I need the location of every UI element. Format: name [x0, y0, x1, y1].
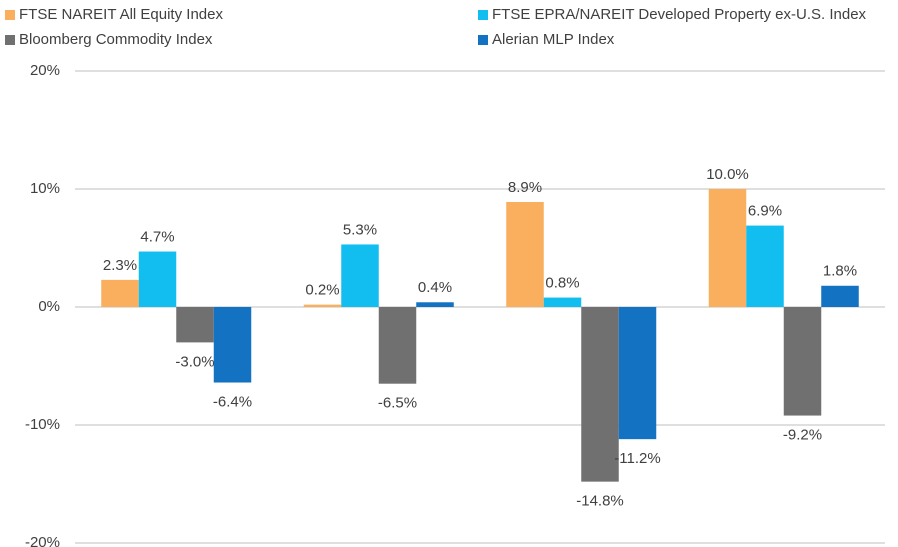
bar	[506, 201, 544, 307]
bar	[138, 251, 177, 307]
value-label: -9.2%	[783, 427, 822, 444]
bar	[708, 189, 747, 307]
value-label: -14.8%	[576, 493, 624, 510]
value-label: -3.0%	[175, 353, 214, 370]
bar	[783, 307, 822, 416]
bar	[821, 285, 859, 307]
bar	[341, 244, 379, 307]
bar	[101, 279, 139, 307]
bar	[618, 307, 657, 440]
value-label: 0.2%	[305, 282, 339, 299]
legend-swatch	[478, 35, 488, 45]
legend-swatch	[478, 10, 488, 20]
legend-label: Bloomberg Commodity Index	[19, 31, 213, 48]
value-label: -6.4%	[213, 393, 252, 410]
bar	[303, 304, 342, 307]
bar	[213, 307, 252, 383]
value-label: 5.3%	[343, 221, 377, 238]
legend-label: Alerian MLP Index	[492, 31, 615, 48]
bar	[176, 307, 214, 343]
value-label: 6.9%	[748, 203, 782, 220]
value-label: 0.4%	[418, 279, 452, 296]
legend-label: FTSE NAREIT All Equity Index	[19, 6, 223, 23]
value-label: -11.2%	[614, 450, 660, 467]
value-label: 10.0%	[706, 166, 749, 183]
bar	[581, 307, 619, 482]
value-label: -6.5%	[378, 395, 417, 412]
legend-swatch	[5, 10, 15, 20]
y-tick-label: -10%	[25, 416, 60, 433]
y-tick-label: 10%	[30, 180, 60, 197]
bar	[378, 307, 417, 384]
legend-label: FTSE EPRA/NAREIT Developed Property ex-U…	[492, 6, 867, 23]
bar	[416, 302, 454, 307]
legend-swatch	[5, 35, 15, 45]
value-label: 4.7%	[140, 229, 174, 246]
value-label: 2.3%	[103, 257, 137, 274]
bar	[543, 297, 582, 307]
value-label: 8.9%	[508, 179, 542, 196]
value-label: 0.8%	[545, 275, 579, 292]
y-tick-label: -20%	[25, 534, 60, 547]
bar	[746, 225, 784, 307]
value-label: 1.8%	[823, 263, 857, 280]
y-tick-label: 20%	[30, 62, 60, 79]
y-tick-label: 0%	[38, 298, 60, 315]
